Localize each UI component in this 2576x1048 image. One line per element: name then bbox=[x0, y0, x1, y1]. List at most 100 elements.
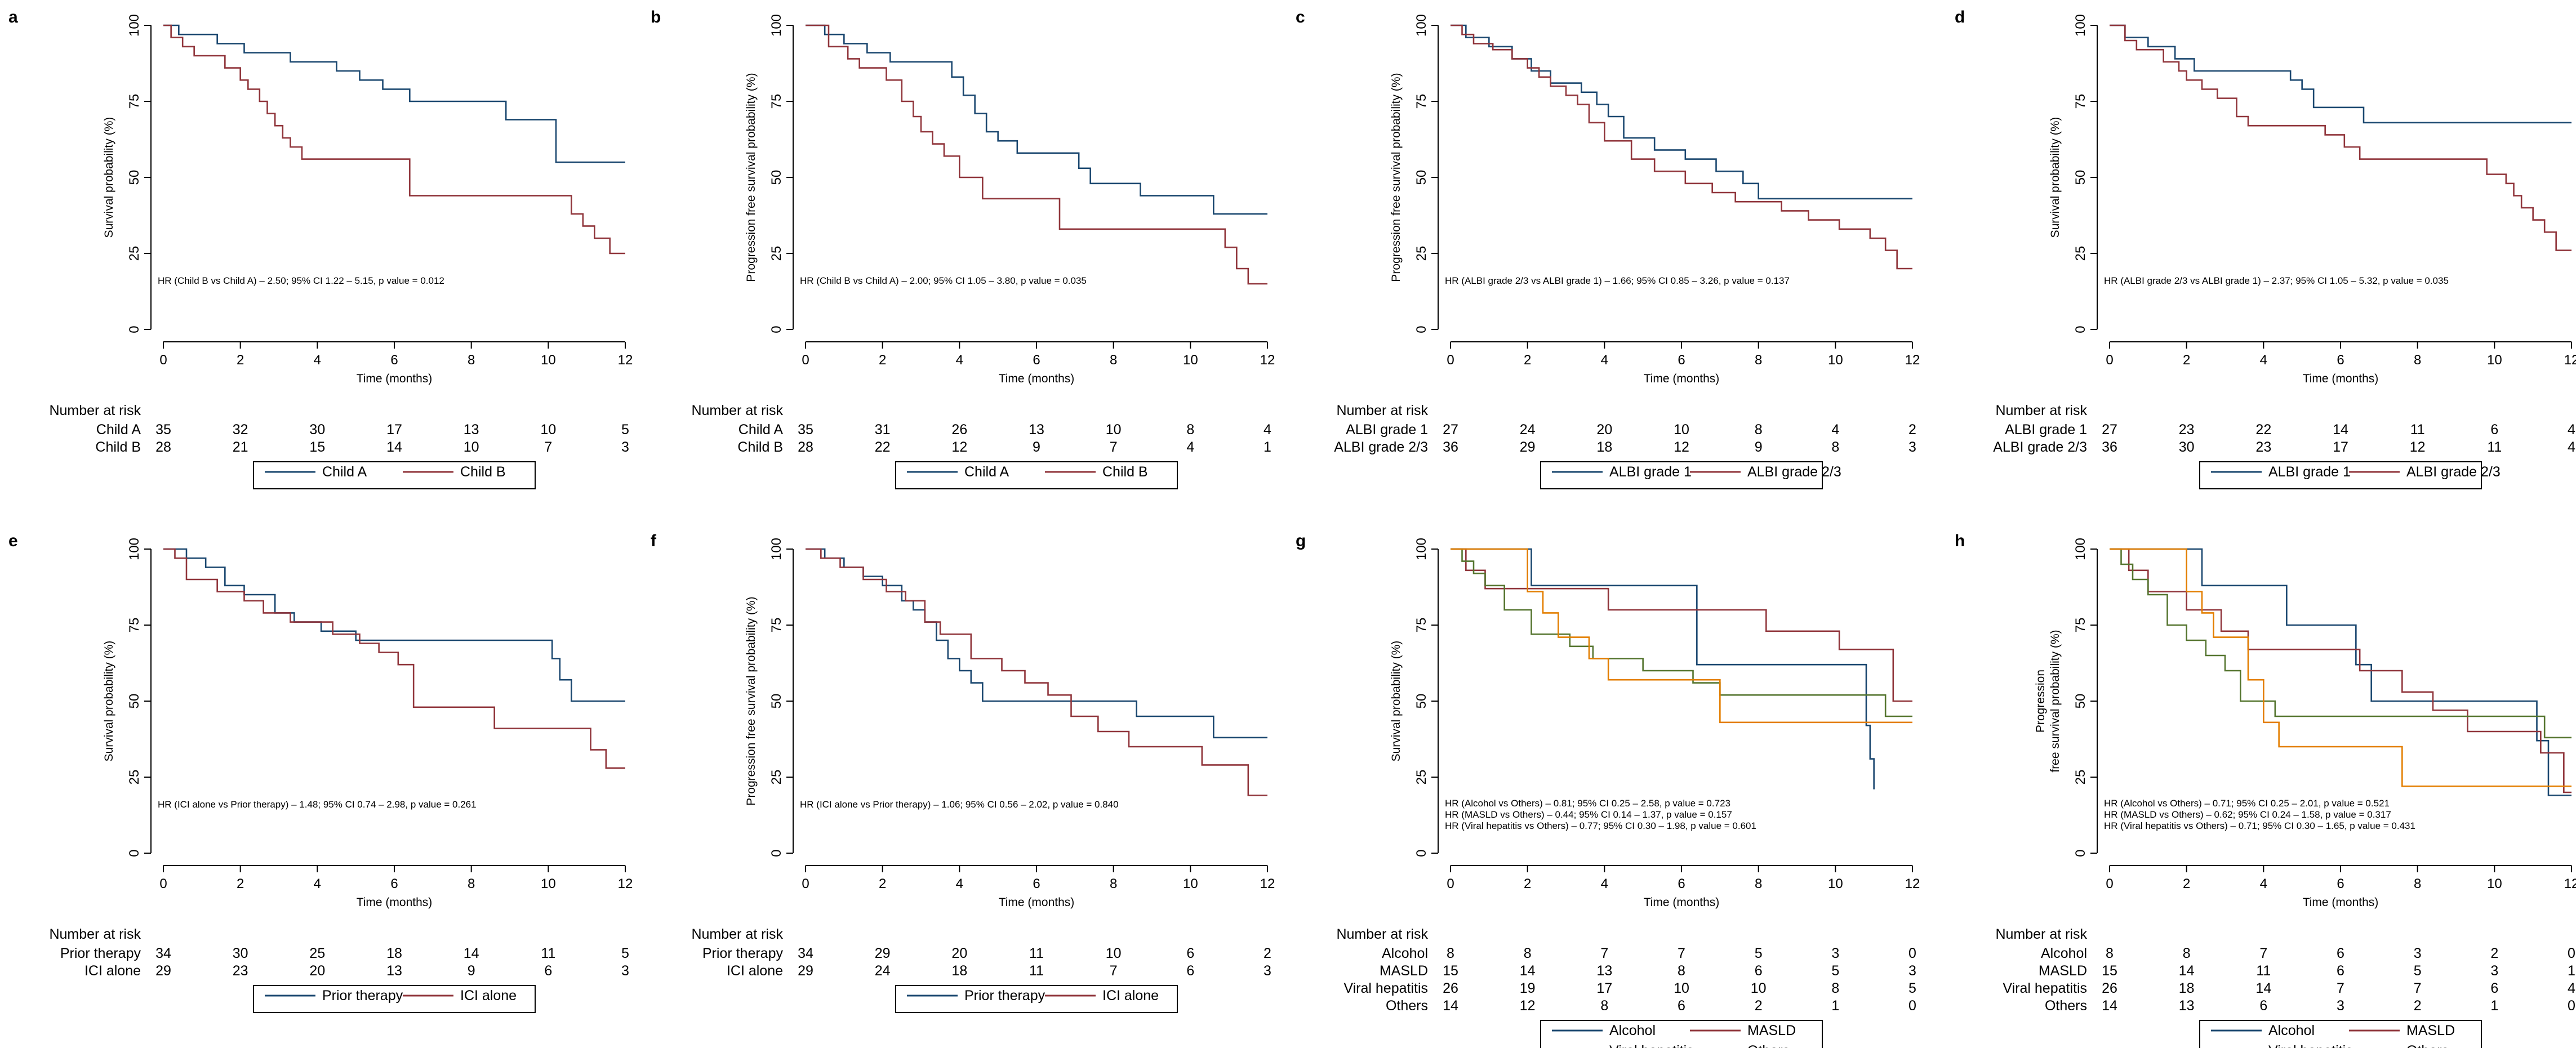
panel-letter: e bbox=[8, 532, 18, 550]
legend-label-masld: MASLD bbox=[1747, 1023, 1796, 1038]
risk-row-label: Alcohol bbox=[1382, 946, 1428, 961]
risk-value: 6 bbox=[2337, 946, 2344, 961]
risk-value: 8 bbox=[1831, 439, 1839, 455]
risk-value: 30 bbox=[233, 946, 248, 961]
hr-annotation: HR (ICI alone vs Prior therapy) – 1.06; … bbox=[800, 799, 1119, 810]
risk-value: 23 bbox=[2255, 439, 2271, 455]
legend: Alcohol MASLD Viral hepatitis Others bbox=[2199, 1020, 2482, 1048]
y-tick-label: 50 bbox=[2073, 694, 2088, 709]
risk-value: 0 bbox=[2568, 946, 2575, 961]
risk-value: 0 bbox=[1908, 998, 1916, 1014]
x-tick-label: 8 bbox=[468, 876, 475, 891]
risk-value: 8 bbox=[2183, 946, 2191, 961]
x-tick-label: 6 bbox=[390, 353, 398, 368]
x-tick-label: 10 bbox=[541, 353, 556, 368]
legend: Prior therapy ICI alone bbox=[253, 985, 536, 1013]
x-tick-label: 8 bbox=[1755, 353, 1762, 368]
risk-value: 2 bbox=[1263, 946, 1271, 961]
x-tick-label: 2 bbox=[237, 353, 244, 368]
panel-letter: c bbox=[1296, 8, 1305, 26]
risk-value: 8 bbox=[2106, 946, 2114, 961]
risk-value: 10 bbox=[464, 439, 479, 455]
panel-b: b 0 2 4 6 8 10 12 0 25 50 75 100 Time (months) Progres… bbox=[651, 8, 1275, 489]
risk-value: 28 bbox=[798, 439, 813, 455]
x-tick-label: 12 bbox=[618, 876, 633, 891]
y-tick-label: 0 bbox=[1414, 325, 1429, 333]
risk-value: 4 bbox=[2568, 439, 2575, 455]
legend-label-albi-grade-1: ALBI grade 1 bbox=[2268, 464, 2351, 480]
curve-others bbox=[1451, 548, 1912, 724]
risk-value: 34 bbox=[798, 946, 813, 961]
risk-value: 8 bbox=[1831, 980, 1839, 996]
risk-value: 19 bbox=[1520, 980, 1536, 996]
risk-value: 14 bbox=[2255, 980, 2271, 996]
risk-value: 1 bbox=[1263, 439, 1271, 455]
risk-value: 17 bbox=[2333, 439, 2348, 455]
hr-annotation: HR (Viral hepatitis vs Others) – 0.71; 9… bbox=[2104, 820, 2415, 831]
legend-label-child-b: Child B bbox=[460, 464, 506, 480]
risk-value: 35 bbox=[155, 422, 171, 438]
risk-value: 6 bbox=[2259, 998, 2267, 1014]
y-tick-label: 100 bbox=[1414, 14, 1429, 37]
curve-masld bbox=[1451, 548, 1912, 702]
risk-header: Number at risk bbox=[691, 926, 783, 942]
x-tick-label: 4 bbox=[314, 353, 321, 368]
y-tick-label: 100 bbox=[769, 538, 784, 560]
y-axis-title: Progression bbox=[2034, 670, 2047, 733]
legend-label-viral-hepatitis: Viral hepatitis bbox=[2268, 1043, 2353, 1048]
risk-row-label: ALBI grade 2/3 bbox=[1993, 439, 2087, 455]
risk-row-label: Alcohol bbox=[2041, 946, 2087, 961]
y-tick-label: 50 bbox=[769, 170, 784, 185]
y-tick-label: 100 bbox=[127, 14, 142, 37]
risk-value: 31 bbox=[875, 422, 891, 438]
panel-letter: a bbox=[8, 8, 18, 26]
curve-alcohol bbox=[1451, 548, 1875, 790]
risk-value: 7 bbox=[2337, 980, 2344, 996]
legend-label-prior-therapy: Prior therapy bbox=[964, 988, 1045, 1004]
legend-box bbox=[895, 461, 1178, 489]
risk-value: 24 bbox=[875, 963, 891, 979]
risk-value: 1 bbox=[2490, 998, 2498, 1014]
legend-label-child-a: Child A bbox=[964, 464, 1009, 480]
curve-albi-grade-2-3 bbox=[2110, 24, 2571, 251]
risk-value: 6 bbox=[1186, 946, 1194, 961]
risk-value: 7 bbox=[1678, 946, 1685, 961]
risk-value: 11 bbox=[2487, 439, 2502, 455]
hr-annotation: HR (MASLD vs Others) – 0.62; 95% CI 0.24… bbox=[2104, 809, 2391, 820]
hr-annotation: HR (Alcohol vs Others) – 0.81; 95% CI 0.… bbox=[1445, 798, 1730, 809]
x-tick-label: 8 bbox=[2414, 876, 2421, 891]
risk-value: 14 bbox=[2102, 998, 2117, 1014]
x-tick-label: 4 bbox=[2260, 876, 2267, 891]
risk-value: 27 bbox=[2102, 422, 2117, 438]
x-tick-label: 2 bbox=[879, 353, 886, 368]
legend-label-masld: MASLD bbox=[2406, 1023, 2455, 1038]
legend-label-albi-grade-2-3: ALBI grade 2/3 bbox=[1747, 464, 1841, 480]
risk-value: 1 bbox=[1831, 998, 1839, 1014]
legend-label-albi-grade-1: ALBI grade 1 bbox=[1609, 464, 1692, 480]
curve-albi-grade-1 bbox=[2110, 24, 2571, 124]
x-tick-label: 0 bbox=[802, 353, 809, 368]
y-tick-label: 25 bbox=[1414, 770, 1429, 785]
curve-albi-grade-2-3 bbox=[1451, 24, 1912, 270]
legend: ALBI grade 1 ALBI grade 2/3 bbox=[2199, 461, 2501, 489]
y-tick-label: 0 bbox=[127, 849, 142, 857]
risk-value: 17 bbox=[386, 422, 402, 438]
risk-value: 6 bbox=[1186, 963, 1194, 979]
risk-value: 26 bbox=[2102, 980, 2117, 996]
curve-ici-alone bbox=[806, 548, 1267, 796]
x-tick-label: 10 bbox=[541, 876, 556, 891]
x-tick-label: 0 bbox=[159, 353, 167, 368]
x-tick-label: 0 bbox=[2106, 353, 2113, 368]
y-axis-title: Survival probability (%) bbox=[103, 117, 115, 238]
risk-value: 5 bbox=[1831, 963, 1839, 979]
risk-row-label: ALBI grade 1 bbox=[1346, 422, 1428, 438]
risk-value: 8 bbox=[1678, 963, 1685, 979]
panel-letter: f bbox=[651, 532, 657, 550]
risk-value: 2 bbox=[1755, 998, 1763, 1014]
curve-ici-alone bbox=[163, 548, 625, 769]
risk-value: 2 bbox=[2490, 946, 2498, 961]
x-axis-title: Time (months) bbox=[999, 372, 1075, 385]
risk-value: 5 bbox=[621, 946, 629, 961]
curve-prior-therapy bbox=[806, 548, 1267, 739]
risk-header: Number at risk bbox=[1336, 926, 1428, 942]
